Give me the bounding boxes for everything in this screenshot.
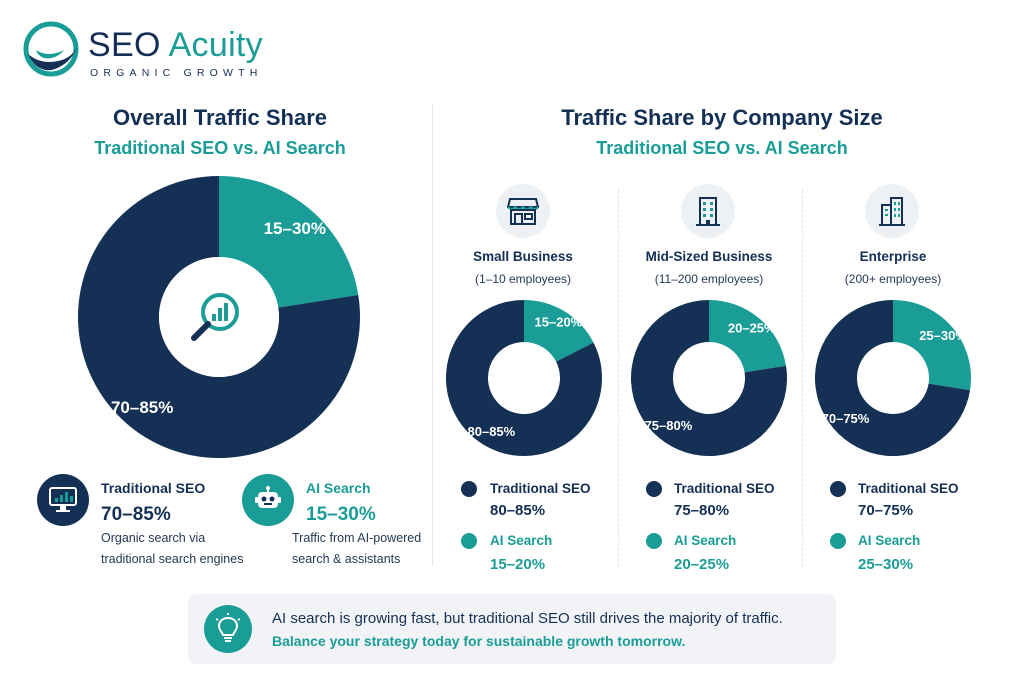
overall-ai-slice bbox=[219, 176, 359, 308]
legend-dot-traditional bbox=[461, 481, 477, 497]
mid-donut: 20–25% 75–80% bbox=[630, 300, 788, 456]
legend-ai-desc: Traffic from AI-powered search & assista… bbox=[292, 531, 422, 566]
center-icon-group bbox=[159, 257, 279, 377]
overall-subtitle: Traditional SEO vs. AI Search bbox=[94, 138, 346, 158]
small-business-employees: (1–10 employees) bbox=[474, 272, 572, 286]
robot-icon bbox=[242, 474, 294, 526]
overall-donut: 15–30% 70–85% bbox=[77, 176, 360, 458]
tower-building-icon bbox=[865, 184, 919, 238]
enterprise-ai-label: 25–30% bbox=[919, 328, 967, 343]
office-building-icon bbox=[681, 184, 735, 238]
enterprise-traditional-slice bbox=[815, 300, 971, 456]
mid-trad-label: Traditional SEO bbox=[674, 481, 775, 496]
mid-traditional-slice bbox=[630, 300, 788, 456]
legend-dot-ai bbox=[830, 533, 846, 549]
magnifier-chart-icon bbox=[191, 293, 239, 341]
brand-name: SEO Acuity bbox=[88, 26, 263, 64]
enterprise-ai-label: AI Search bbox=[858, 533, 921, 548]
small-traditional-label: 80–85% bbox=[468, 424, 516, 439]
legend-dot-ai bbox=[461, 533, 477, 549]
small-business-title: Small Business bbox=[473, 249, 573, 264]
brand-logo: SEO Acuity ORGANIC GROWTH bbox=[22, 18, 302, 82]
small-ai-slice bbox=[524, 300, 594, 362]
mid-ai-label: AI Search bbox=[674, 533, 737, 548]
legend-dot-ai bbox=[646, 533, 662, 549]
legend-traditional-name: Traditional SEO bbox=[101, 480, 206, 496]
small-trad-value: 80–85% bbox=[490, 502, 546, 519]
mid-traditional-label: 75–80% bbox=[645, 418, 693, 433]
mid-business-employees: (11–200 employees) bbox=[654, 272, 764, 286]
banner-call-to-action: Balance your strategy today for sustaina… bbox=[272, 633, 686, 649]
legend-dot-traditional bbox=[830, 481, 846, 497]
storefront-icon bbox=[496, 184, 550, 238]
mid-trad-value: 75–80% bbox=[674, 502, 730, 519]
small-ai-value: 15–20% bbox=[490, 556, 546, 573]
overall-ai-label: 15–30% bbox=[264, 219, 326, 238]
column-divider bbox=[802, 190, 803, 566]
enterprise-ai-slice bbox=[893, 300, 971, 391]
mid-ai-label: 20–25% bbox=[728, 321, 776, 336]
overall-traditional-label: 70–85% bbox=[111, 398, 173, 417]
by-size-subtitle: Traditional SEO vs. AI Search bbox=[596, 138, 848, 158]
by-size-title: Traffic Share by Company Size bbox=[561, 105, 883, 130]
banner-message: AI search is growing fast, but tradition… bbox=[272, 610, 783, 627]
column-divider bbox=[618, 190, 619, 566]
legend-traditional-desc: Organic search via traditional search en… bbox=[101, 531, 244, 566]
monitor-chart-icon bbox=[37, 474, 89, 526]
enterprise-trad-label: Traditional SEO bbox=[858, 481, 959, 496]
mid-business-title: Mid-Sized Business bbox=[645, 249, 773, 264]
enterprise-title: Enterprise bbox=[859, 249, 927, 264]
enterprise-trad-value: 70–75% bbox=[858, 502, 914, 519]
enterprise-employees: (200+ employees) bbox=[844, 272, 942, 286]
brand-tagline: ORGANIC GROWTH bbox=[90, 67, 263, 79]
section-divider bbox=[432, 104, 433, 566]
enterprise-ai-value: 25–30% bbox=[858, 556, 914, 573]
small-ai-label: AI Search bbox=[490, 533, 553, 548]
insight-banner: AI search is growing fast, but tradition… bbox=[188, 594, 836, 664]
swoosh-logo-icon bbox=[23, 21, 79, 77]
legend-traditional-value: 70–85% bbox=[101, 504, 171, 525]
small-trad-label: Traditional SEO bbox=[490, 481, 591, 496]
mid-ai-value: 20–25% bbox=[674, 556, 730, 573]
enterprise-donut: 25–30% 70–75% bbox=[815, 300, 971, 456]
small-donut: 15–20% 80–85% bbox=[446, 300, 603, 457]
legend-ai-value: 15–30% bbox=[306, 504, 376, 525]
small-ai-label: 15–20% bbox=[535, 314, 583, 329]
small-traditional-slice bbox=[446, 300, 603, 457]
enterprise-traditional-label: 70–75% bbox=[822, 411, 870, 426]
overall-traditional-slice bbox=[77, 176, 360, 458]
lightbulb-icon bbox=[204, 605, 252, 653]
legend-dot-traditional bbox=[646, 481, 662, 497]
mid-ai-slice bbox=[709, 300, 787, 373]
overall-title: Overall Traffic Share bbox=[113, 105, 327, 130]
legend-ai-name: AI Search bbox=[306, 480, 371, 496]
